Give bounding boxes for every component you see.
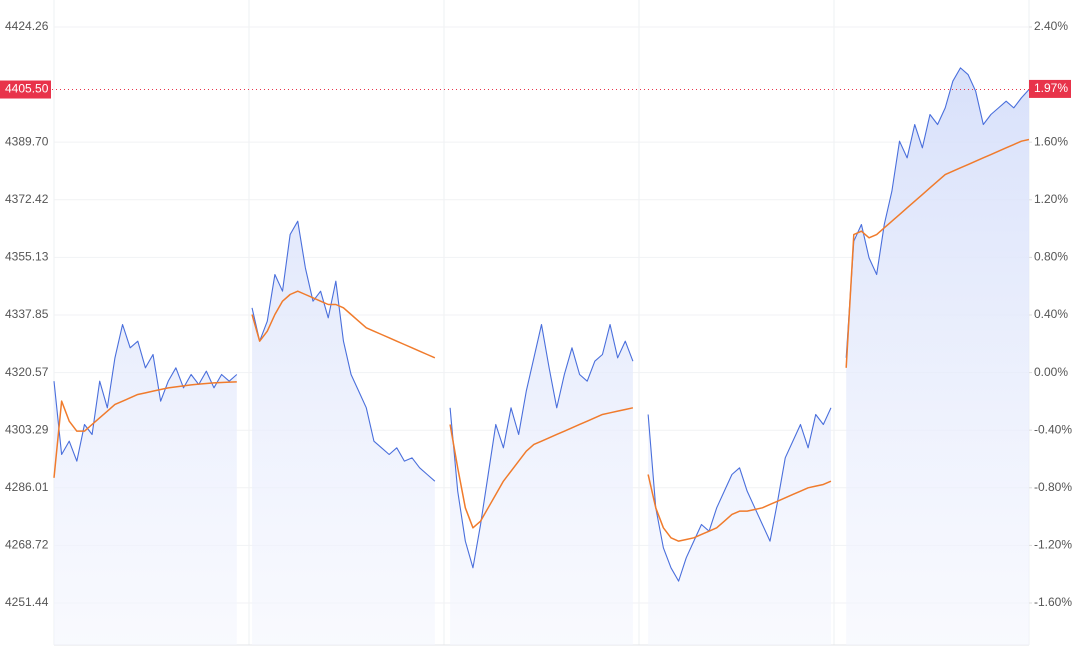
y-tick-label: 4355.13 — [5, 250, 49, 264]
price-area — [54, 67, 1029, 646]
series-line — [53, 138, 1030, 542]
last-change-box — [1029, 79, 1071, 98]
y2-tick-label: 0.40% — [1034, 307, 1068, 321]
last-price-box — [0, 80, 51, 99]
y2-tick-label: 0.00% — [1034, 365, 1068, 379]
last-price-label: 4405.50 — [5, 82, 49, 96]
y-tick-label: 4286.01 — [5, 480, 49, 494]
y2-tick-label: -1.60% — [1034, 595, 1072, 609]
y-tick-label: 4268.72 — [5, 538, 49, 552]
y2-tick-label: 2.40% — [1034, 19, 1068, 33]
y-tick-label: 4303.29 — [5, 422, 49, 436]
last-change-label: 1.97% — [1034, 81, 1068, 95]
y-tick-label: 4372.42 — [5, 192, 49, 206]
y-tick-label: 4389.70 — [5, 134, 49, 148]
y-tick-label: 4320.57 — [5, 365, 49, 379]
y2-tick-label: 0.80% — [1034, 250, 1068, 264]
y-tick-label: 4337.85 — [5, 307, 49, 321]
y-tick-label: 4424.26 — [5, 19, 49, 33]
series-line — [53, 67, 1030, 582]
y-tick-label: 4251.44 — [5, 595, 49, 609]
y2-tick-label: -0.40% — [1034, 422, 1072, 436]
y2-tick-label: 1.60% — [1034, 134, 1068, 148]
y2-tick-label: -0.80% — [1034, 480, 1072, 494]
y2-tick-label: 1.20% — [1034, 192, 1068, 206]
y2-tick-label: -1.20% — [1034, 538, 1072, 552]
